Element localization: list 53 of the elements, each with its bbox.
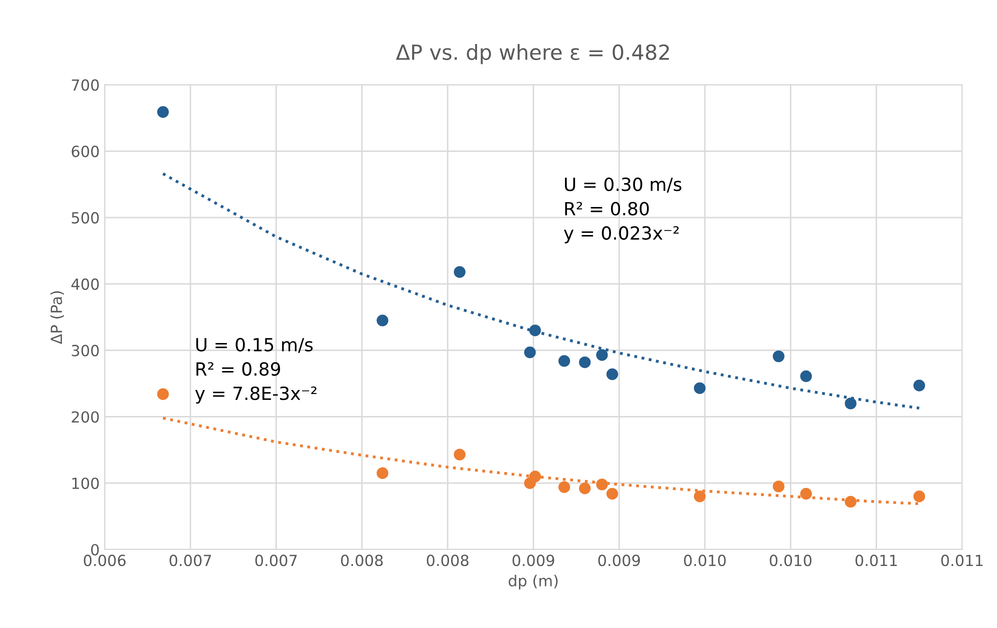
point	[558, 355, 570, 367]
y-tick-label: 100	[72, 478, 99, 490]
y-tick-label: 400	[71, 278, 99, 290]
point	[772, 350, 784, 362]
x-tick-label: 0.010	[770, 554, 812, 566]
annotation: U = 0.15 m/s R² = 0.89 y = 7.8E-3x⁻²	[195, 338, 316, 404]
y-tick-label: 600	[72, 146, 99, 158]
point	[606, 488, 618, 500]
point	[844, 496, 856, 508]
point	[578, 356, 591, 368]
x-tick-label: 0.008	[426, 554, 468, 566]
point	[606, 368, 618, 380]
point	[376, 314, 388, 326]
x-tick-label: 0.007	[255, 554, 297, 566]
x-tick-label: 0.009	[512, 554, 554, 566]
x-tick-label: 0.010	[684, 554, 726, 566]
y-tick-label: 0	[91, 544, 99, 556]
point	[913, 380, 926, 392]
point	[800, 370, 812, 382]
y-tick-label: 500	[72, 212, 99, 224]
x-tick-label: 0.006	[84, 554, 126, 566]
point	[772, 480, 784, 492]
point	[694, 490, 706, 502]
annotation: U = 0.30 m/s R² = 0.80 y = 0.023x⁻²	[564, 178, 682, 244]
point	[157, 106, 169, 118]
point	[529, 470, 541, 482]
y-tick-label: 700	[72, 79, 99, 91]
chart-title: ΔP vs. dp where ε = 0.482	[396, 44, 669, 64]
point	[454, 266, 466, 278]
y-tick-label: 300	[72, 344, 99, 356]
point	[157, 388, 169, 400]
x-axis-title: dp (m)	[508, 574, 558, 590]
point	[596, 349, 608, 361]
point	[844, 398, 856, 410]
line-series	[162, 416, 921, 506]
x-tick-label: 0.011	[856, 554, 897, 566]
point	[376, 467, 388, 479]
point	[529, 324, 541, 336]
point	[558, 481, 570, 493]
point	[524, 346, 536, 358]
x-tick-label: 0.011	[941, 554, 983, 566]
y-axis-title: ΔP (Pa)	[50, 291, 64, 344]
point	[578, 482, 591, 494]
point	[913, 490, 926, 502]
x-tick-label: 0.009	[598, 554, 640, 566]
y-tick-label: 200	[72, 411, 99, 423]
point	[694, 382, 706, 394]
x-tick-label: 0.007	[170, 554, 211, 566]
point	[800, 488, 812, 500]
x-tick-label: 0.008	[341, 554, 383, 566]
point	[454, 448, 466, 460]
point	[596, 478, 608, 490]
line-series	[162, 172, 921, 410]
